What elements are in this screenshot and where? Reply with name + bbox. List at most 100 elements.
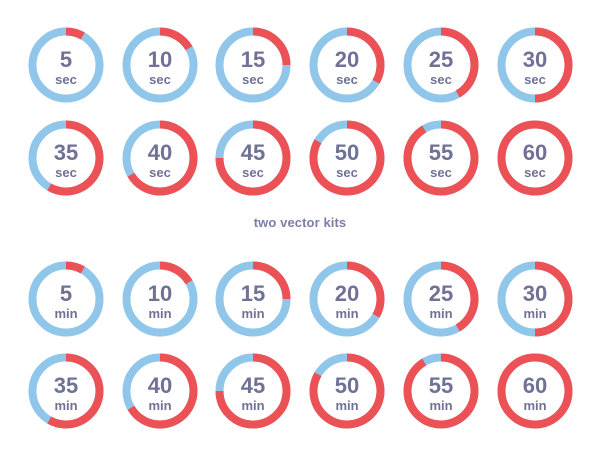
timer-progress-ring xyxy=(534,261,573,337)
timer-face xyxy=(130,361,190,421)
timer-face xyxy=(505,269,565,329)
timer-value: 10 xyxy=(148,47,172,72)
timer-face xyxy=(130,35,190,95)
timer-unit: sec xyxy=(149,72,171,87)
timer-face xyxy=(411,269,471,329)
timer-value: 10 xyxy=(148,281,172,306)
timer-value: 20 xyxy=(335,47,359,72)
timer-value: 15 xyxy=(241,47,265,72)
timer-progress-ring xyxy=(440,27,479,98)
timer-unit: min xyxy=(523,398,546,413)
timer-progress-ring xyxy=(403,353,479,429)
timer-progress-ring xyxy=(159,261,193,285)
timer-progress-ring xyxy=(159,27,193,51)
timer-unit: sec xyxy=(55,72,77,87)
timer-face xyxy=(411,35,471,95)
timer-unit: min xyxy=(429,306,452,321)
timer-progress-ring xyxy=(127,120,198,196)
timer-progress-ring xyxy=(309,353,385,429)
timer-value: 55 xyxy=(429,140,453,165)
timer-progress-ring xyxy=(252,27,291,66)
timer-value: 50 xyxy=(335,373,359,398)
timer-unit: sec xyxy=(336,72,358,87)
timer-unit: min xyxy=(429,398,452,413)
timer-progress-ring xyxy=(215,353,291,429)
timer-value: 35 xyxy=(54,140,78,165)
timer-face xyxy=(505,361,565,421)
timer-value: 60 xyxy=(523,140,547,165)
timer-face xyxy=(36,35,96,95)
timer-unit: sec xyxy=(336,165,358,180)
timer-progress-ring xyxy=(47,353,104,429)
timer-unit: sec xyxy=(430,72,452,87)
timer-unit: min xyxy=(54,398,77,413)
timer-face xyxy=(411,128,471,188)
timer-progress-ring xyxy=(497,353,573,429)
timer-progress-ring xyxy=(346,261,385,318)
timer-value: 25 xyxy=(429,281,453,306)
timer-unit: sec xyxy=(524,165,546,180)
timer-value: 55 xyxy=(429,373,453,398)
timer-value: 40 xyxy=(148,373,172,398)
timer-progress-ring xyxy=(47,120,104,196)
timer-progress-ring xyxy=(346,27,385,84)
timer-unit: min xyxy=(335,306,358,321)
timer-progress-ring xyxy=(403,120,479,196)
timer-unit: sec xyxy=(524,72,546,87)
timer-value: 40 xyxy=(148,140,172,165)
timer-value: 5 xyxy=(60,281,72,306)
timer-value: 5 xyxy=(60,47,72,72)
timer-face xyxy=(317,128,377,188)
timer-face xyxy=(505,35,565,95)
timer-unit: min xyxy=(54,306,77,321)
timer-face xyxy=(223,361,283,421)
timer-progress-ring xyxy=(534,27,573,103)
timer-face xyxy=(223,269,283,329)
timer-value: 25 xyxy=(429,47,453,72)
timer-face xyxy=(223,128,283,188)
timer-face xyxy=(223,35,283,95)
timer-unit: min xyxy=(335,398,358,413)
timer-face xyxy=(130,128,190,188)
timer-unit: min xyxy=(241,306,264,321)
timer-value: 30 xyxy=(523,47,547,72)
timer-progress-ring xyxy=(252,261,291,300)
timer-value: 50 xyxy=(335,140,359,165)
timer-face xyxy=(505,128,565,188)
timer-progress-ring xyxy=(65,261,85,274)
timer-value: 30 xyxy=(523,281,547,306)
timer-face xyxy=(317,35,377,95)
timer-face xyxy=(317,361,377,421)
timer-progress-ring xyxy=(127,353,198,429)
timer-unit: min xyxy=(523,306,546,321)
timer-value: 60 xyxy=(523,373,547,398)
caption: two vector kits xyxy=(253,215,347,230)
timer-unit: min xyxy=(148,398,171,413)
timer-face xyxy=(317,269,377,329)
